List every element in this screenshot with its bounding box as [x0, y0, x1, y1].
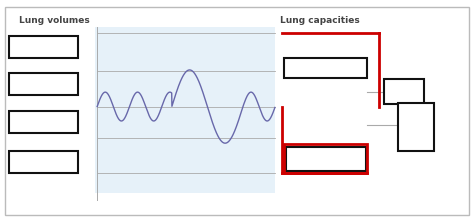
Bar — [284, 58, 367, 78]
Bar — [9, 73, 78, 95]
Bar — [9, 111, 78, 133]
Bar — [286, 147, 366, 171]
Bar — [284, 144, 367, 173]
Bar — [95, 27, 275, 193]
Bar — [384, 79, 424, 104]
Bar — [9, 151, 78, 173]
Bar — [9, 36, 78, 58]
Bar — [398, 103, 434, 151]
Text: Lung capacities: Lung capacities — [280, 16, 359, 25]
Text: Lung volumes: Lung volumes — [19, 16, 90, 25]
